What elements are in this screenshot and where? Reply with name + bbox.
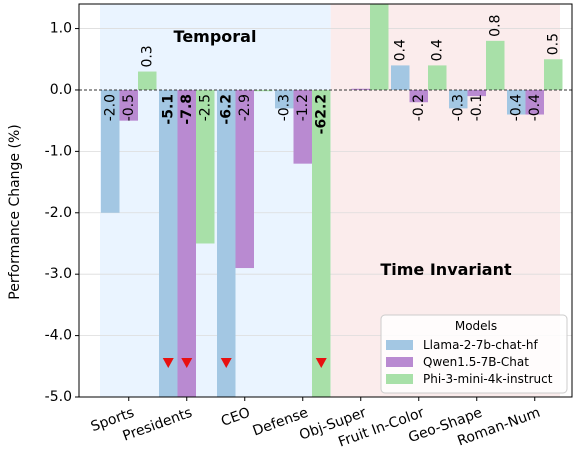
bar-llama-2-7b-chat-hf-5	[391, 65, 410, 90]
y-tick-label: -2.0	[45, 205, 72, 221]
bar-qwen1-5-7b-chat-5	[409, 89, 428, 103]
legend-swatch	[386, 374, 413, 384]
bar-phi-3-mini-4k-instruct-5	[428, 65, 447, 90]
bar-value-label: -0.5	[121, 94, 137, 121]
y-axis-label: Performance Change (%)	[7, 124, 23, 299]
bar-llama-2-7b-chat-hf-6	[449, 89, 468, 109]
bar-value-label: -0.3	[276, 94, 292, 121]
clipped-marker	[181, 358, 193, 368]
legend-entry: Phi-3-mini-4k-instruct	[423, 372, 553, 386]
y-tick-label: -5.0	[45, 389, 72, 405]
legend-swatch	[386, 340, 413, 350]
bar-qwen1-5-7b-chat-4	[351, 88, 370, 90]
bar-value-label: 0.8	[487, 15, 503, 37]
bar-phi-3-mini-4k-instruct-3	[312, 89, 331, 397]
bar-value-label: -0.4	[508, 94, 524, 121]
legend-title: Models	[455, 319, 497, 333]
bar-value-label: -2.9	[237, 94, 253, 121]
clipped-marker	[162, 358, 174, 368]
bar-value-label: 0.4	[392, 39, 408, 61]
bar-phi-3-mini-4k-instruct-2	[254, 89, 273, 92]
plot-frame	[78, 3, 573, 398]
bar-value-label: -62.2	[313, 94, 329, 134]
clipped-marker	[315, 358, 327, 368]
legend-box	[380, 314, 568, 394]
bar-qwen1-5-7b-chat-2	[235, 89, 254, 269]
bar-value-labels: -2.0 -5.1 -6.2 -0.3 0.4 -0.3 -0.4 -0.5 -7.8 -2.9 -…	[102, 15, 561, 135]
y-tick-label: 0.0	[50, 82, 72, 98]
bars	[101, 4, 563, 397]
bar-value-label: -6.2	[218, 94, 234, 125]
axes	[78, 3, 573, 398]
x-tick-label: CEO	[219, 405, 252, 430]
bar-qwen1-5-7b-chat-1	[177, 89, 196, 397]
bar-value-label: -0.1	[469, 94, 485, 121]
bar-value-label: -2.5	[197, 94, 213, 121]
y-tick-labels: 1.0 0.0 -1.0 -2.0 -3.0 -4.0 -5.0	[45, 21, 79, 405]
region-label-temporal: Temporal	[174, 27, 257, 46]
bar-llama-2-7b-chat-hf-0	[101, 89, 120, 213]
legend-entry: Qwen1.5-7B-Chat	[423, 355, 529, 369]
bar-llama-2-7b-chat-hf-1	[159, 89, 178, 397]
bar-phi-3-mini-4k-instruct-1	[196, 89, 215, 244]
clipped-markers	[162, 358, 327, 368]
bar-qwen1-5-7b-chat-0	[119, 89, 138, 121]
bar-qwen1-5-7b-chat-3	[293, 89, 312, 164]
bar-phi-3-mini-4k-instruct-0	[138, 71, 157, 90]
bar-value-label: -0.2	[411, 94, 427, 121]
legend-swatch	[386, 357, 413, 367]
bar-llama-2-7b-chat-hf-7	[507, 89, 526, 115]
y-tick-label: -3.0	[45, 266, 72, 282]
region-label-time-invariant: Time Invariant	[380, 260, 512, 279]
bar-value-label: -2.0	[102, 94, 118, 121]
bar-qwen1-5-7b-chat-6	[467, 89, 486, 97]
bar-value-label: -5.1	[160, 94, 176, 125]
bar-value-label: -0.4	[527, 94, 543, 121]
bar-llama-2-7b-chat-hf-2	[217, 89, 236, 397]
bar-llama-2-7b-chat-hf-3	[275, 89, 294, 109]
bar-value-label: -1.2	[295, 94, 311, 121]
y-tick-label: 1.0	[50, 21, 72, 37]
y-tick-label: -4.0	[45, 328, 72, 344]
bar-value-label: 0.5	[545, 33, 561, 55]
bar-phi-3-mini-4k-instruct-7	[544, 59, 563, 90]
bar-value-label: -0.3	[450, 94, 466, 121]
legend: Models Llama-2-7b-chat-hf Qwen1.5-7B-Chat P…	[380, 314, 568, 394]
clipped-marker	[220, 358, 232, 368]
bar-phi-3-mini-4k-instruct-6	[486, 40, 505, 90]
bar-qwen1-5-7b-chat-7	[525, 89, 544, 115]
bar-value-label: 0.3	[139, 45, 155, 67]
bar-value-label: -7.8	[179, 94, 195, 125]
legend-entry: Llama-2-7b-chat-hf	[423, 338, 538, 352]
region-background	[100, 4, 331, 397]
bar-value-label: 0.4	[429, 39, 445, 61]
y-tick-label: -1.0	[45, 143, 72, 159]
bar-phi-3-mini-4k-instruct-4	[370, 4, 389, 90]
region-labels: Temporal Time Invariant	[174, 27, 512, 279]
